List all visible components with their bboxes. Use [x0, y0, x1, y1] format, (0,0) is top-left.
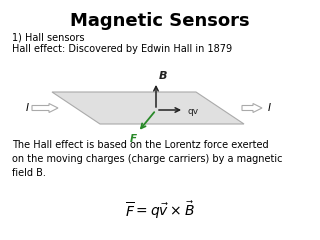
Polygon shape [52, 92, 244, 124]
Text: 1) Hall sensors: 1) Hall sensors [12, 32, 84, 42]
Text: $\overline{F} = q\vec{v} \times \vec{B}$: $\overline{F} = q\vec{v} \times \vec{B}$ [125, 199, 195, 221]
Text: Hall effect: Discovered by Edwin Hall in 1879: Hall effect: Discovered by Edwin Hall in… [12, 44, 232, 54]
Text: Magnetic Sensors: Magnetic Sensors [70, 12, 250, 30]
Text: F: F [130, 134, 137, 144]
Text: The Hall effect is based on the Lorentz force exerted
on the moving charges (cha: The Hall effect is based on the Lorentz … [12, 140, 283, 178]
Text: qv: qv [187, 107, 198, 115]
Polygon shape [242, 103, 262, 113]
Text: I: I [26, 103, 28, 113]
Polygon shape [32, 103, 58, 113]
Text: I: I [268, 103, 270, 113]
Text: B: B [159, 71, 167, 81]
